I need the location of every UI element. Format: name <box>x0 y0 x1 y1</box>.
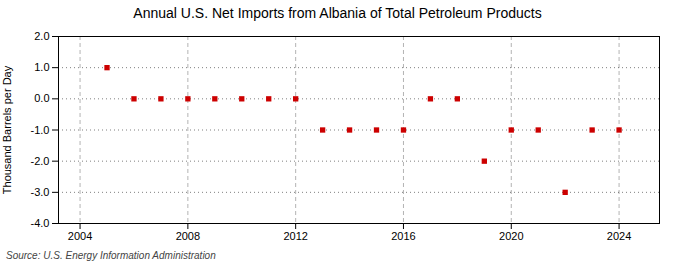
svg-text:2024: 2024 <box>607 230 631 242</box>
svg-text:0.0: 0.0 <box>34 92 49 104</box>
svg-text:2008: 2008 <box>176 230 200 242</box>
svg-text:2012: 2012 <box>283 230 307 242</box>
html-text:Source: U.S. Energy Informatio: Source: U.S. Energy Information Administ… <box>6 250 216 261</box>
svg-text:2020: 2020 <box>499 230 523 242</box>
html-text:Annual U.S. Net Imports from A: Annual U.S. Net Imports from Albania of … <box>133 5 542 21</box>
svg-text:-3.0: -3.0 <box>31 186 50 198</box>
svg-text:Thousand Barrels per Day: Thousand Barrels per Day <box>1 65 13 194</box>
svg-text:-1.0: -1.0 <box>31 124 50 136</box>
svg-text:2.0: 2.0 <box>34 30 49 42</box>
svg-text:-4.0: -4.0 <box>31 217 50 229</box>
svg-text:2004: 2004 <box>68 230 92 242</box>
svg-text:2016: 2016 <box>391 230 415 242</box>
svg-text:1.0: 1.0 <box>34 61 49 73</box>
svg-text:-2.0: -2.0 <box>31 155 50 167</box>
